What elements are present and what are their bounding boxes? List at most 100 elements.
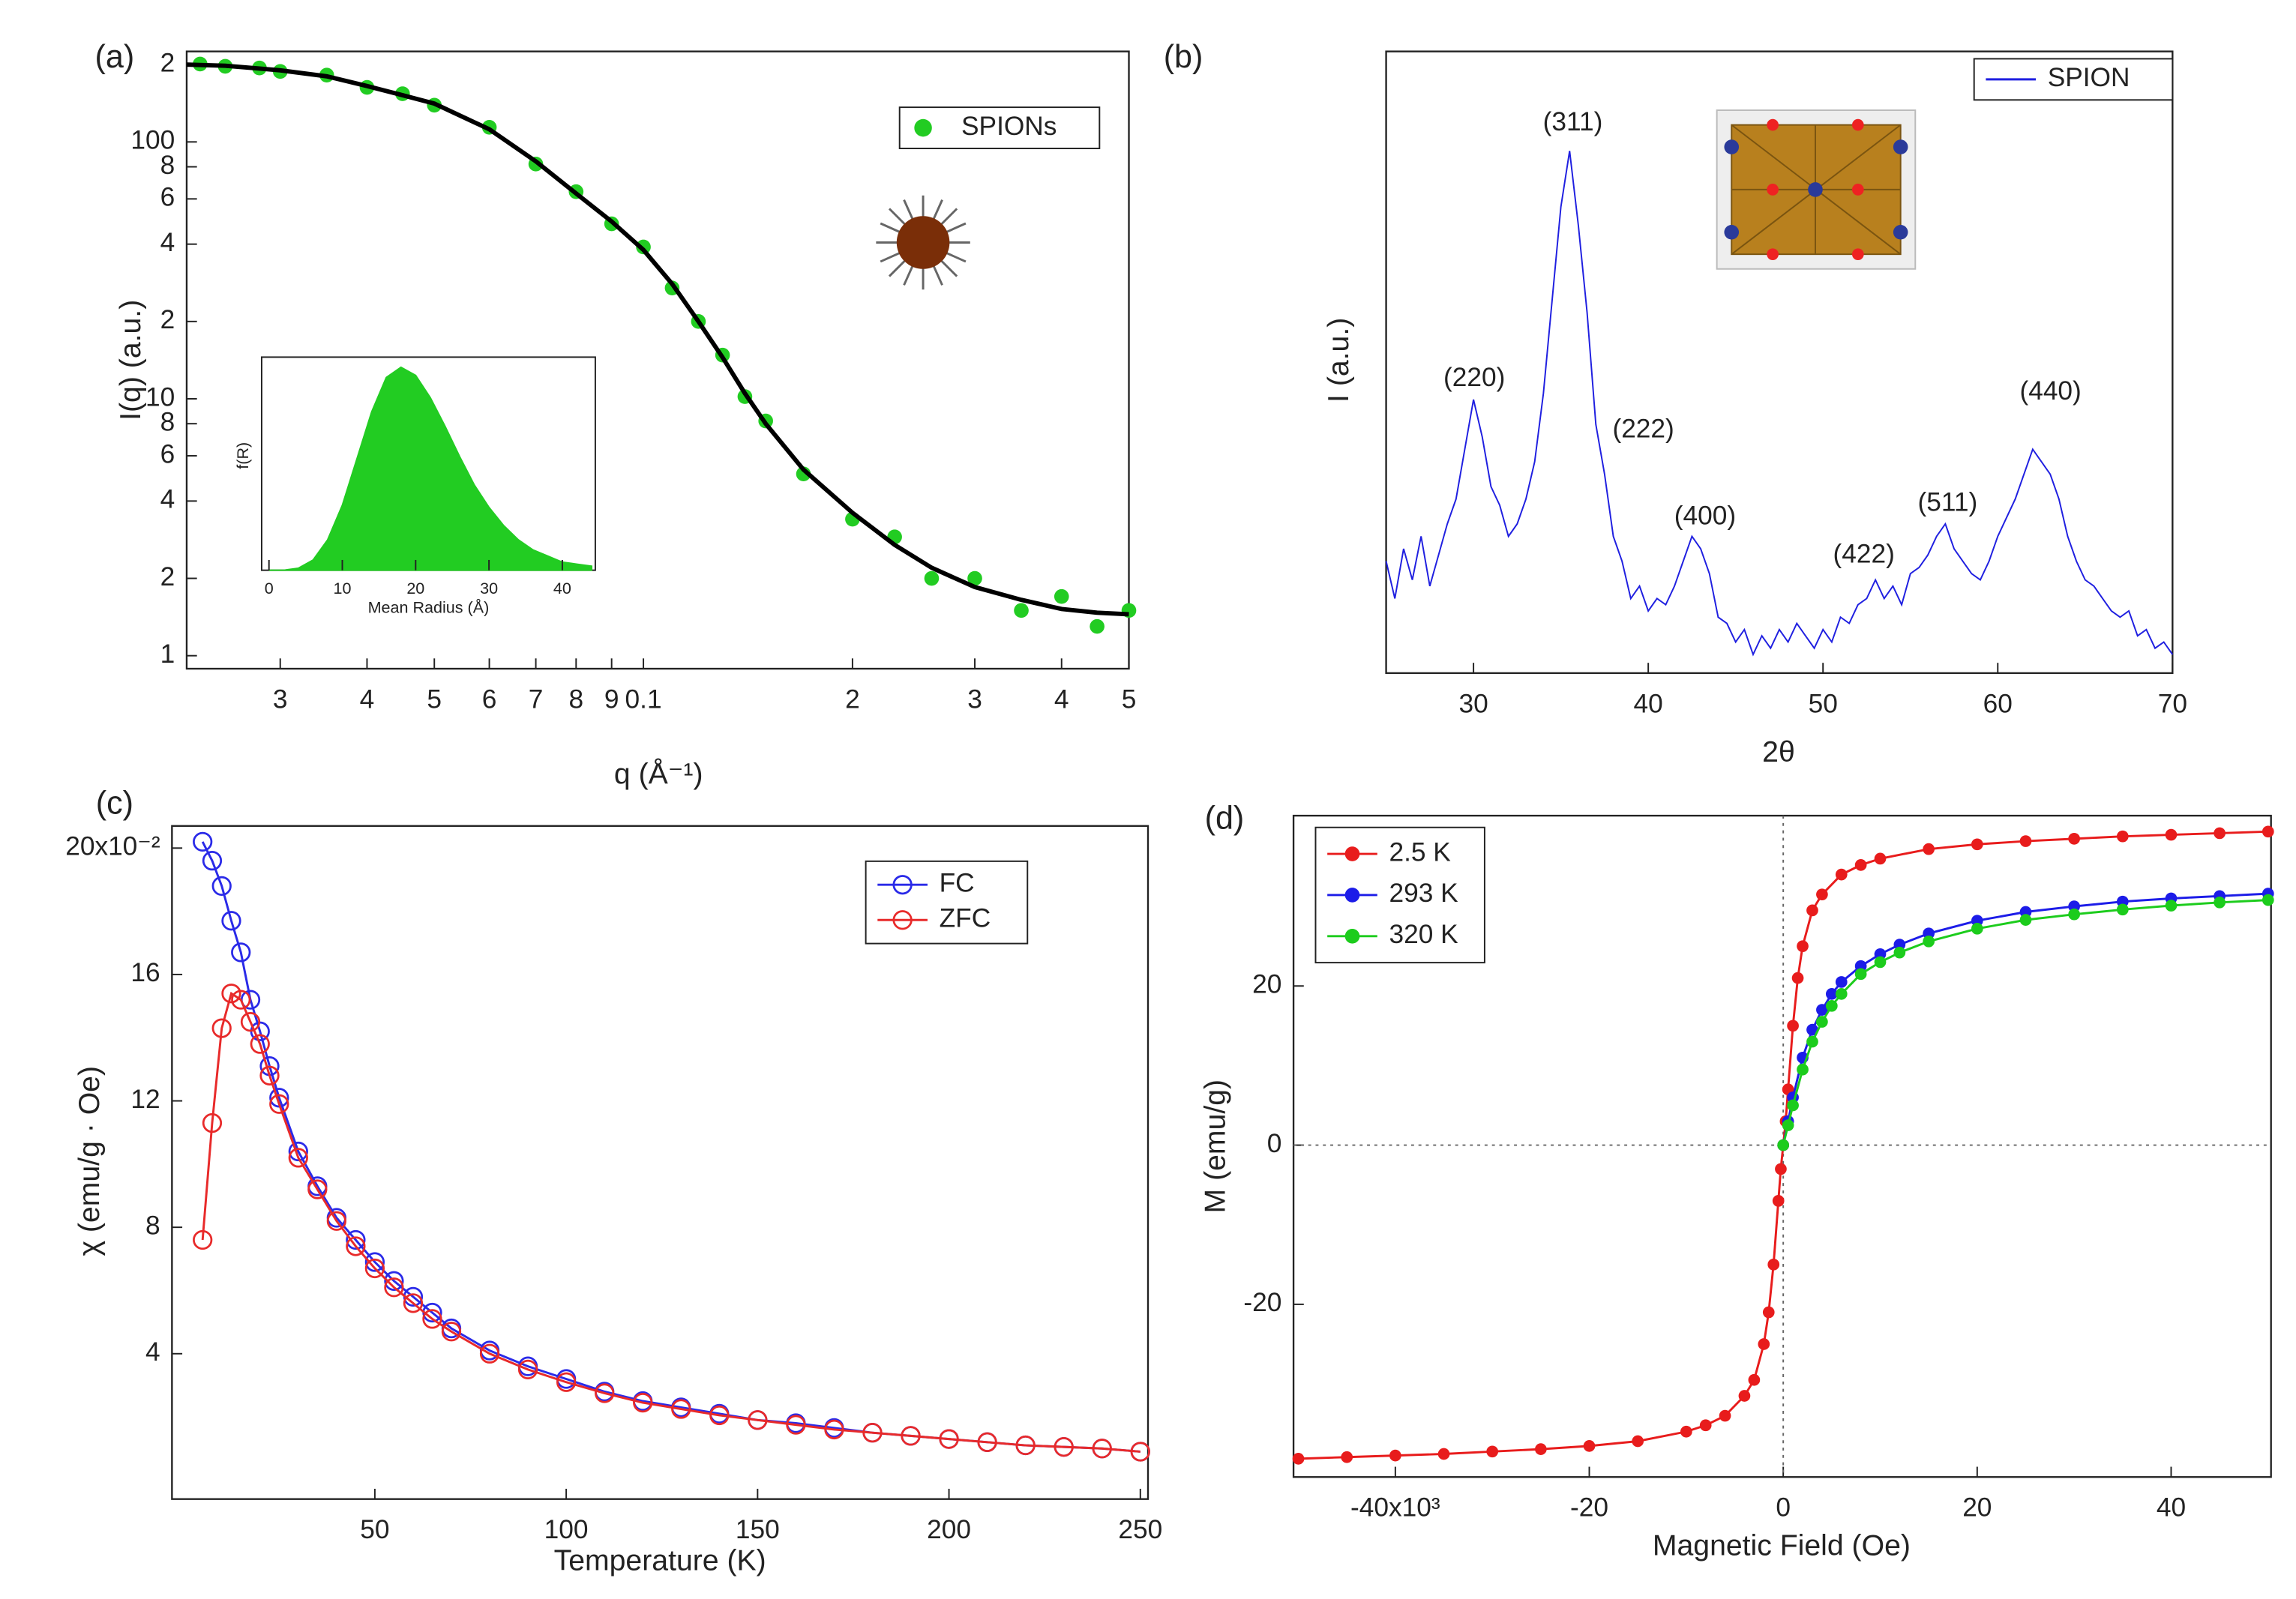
marker (1835, 976, 1848, 988)
marker (1816, 1004, 1828, 1016)
marker (1825, 999, 1838, 1012)
data-point (1014, 603, 1029, 618)
x-tick-label: 2 (845, 684, 860, 714)
marker (2019, 835, 2032, 847)
data-point (967, 570, 982, 586)
x-tick-label: 5 (1122, 684, 1137, 714)
marker (403, 1293, 424, 1313)
marker (1680, 1425, 1692, 1438)
marker (2262, 894, 2274, 906)
series-line (1782, 892, 2268, 1145)
marker (939, 1429, 959, 1449)
marker (1777, 1139, 1790, 1151)
y-tick-label: 100 (130, 126, 175, 155)
marker (1583, 1440, 1596, 1452)
marker (231, 942, 251, 963)
legend-label: 293 K (1389, 879, 1458, 908)
x-tick-label: 5 (427, 684, 442, 714)
marker (1341, 1451, 1353, 1463)
plot-frame (1292, 814, 2272, 1478)
marker (2214, 896, 2226, 909)
marker (517, 1359, 538, 1379)
x-tick-label: 250 (1118, 1515, 1162, 1544)
marker (595, 1383, 615, 1403)
marker (364, 1252, 385, 1272)
series-line (1385, 151, 2174, 657)
marker (2068, 833, 2080, 845)
legend-label: FC (940, 869, 975, 898)
plot-frame (1385, 50, 2174, 675)
legend-marker (1344, 888, 1360, 903)
marker (1874, 956, 1887, 969)
marker (1854, 859, 1867, 871)
y-tick-label: 8 (160, 151, 175, 180)
x-tick-label: 0.1 (625, 684, 662, 714)
marker (862, 1423, 883, 1443)
y-tick-label: 8 (145, 1211, 160, 1240)
inset-y-label: f(R) (233, 442, 252, 469)
marker (1762, 1306, 1775, 1319)
marker (1015, 1435, 1036, 1456)
marker (901, 1426, 921, 1446)
marker (1389, 1449, 1401, 1462)
marker (2019, 914, 2032, 926)
marker (269, 1094, 289, 1114)
marker (1748, 1373, 1761, 1386)
marker (1835, 988, 1848, 1000)
x-tick-label: 30 (1458, 689, 1488, 718)
marker (202, 1112, 223, 1133)
x-tick-label: 40 (553, 579, 571, 597)
marker (364, 1258, 385, 1279)
x-tick-label: 30 (480, 579, 498, 597)
y-tick-label: 2 (160, 305, 175, 334)
marker (2214, 827, 2226, 840)
x-tick-label: 8 (568, 684, 583, 714)
marker (977, 1432, 997, 1452)
legend-marker (1344, 846, 1360, 861)
x-tick-label: 0 (265, 579, 274, 597)
x-tick-label: 50 (360, 1515, 389, 1544)
x-axis-label: Temperature (K) (554, 1544, 766, 1577)
y-tick-label: 16 (130, 958, 160, 987)
marker (1772, 1195, 1785, 1207)
panel-label: (a) (95, 39, 135, 75)
x-tick-label: 3 (967, 684, 982, 714)
y-axis-label: M (emu/g) (1199, 1079, 1231, 1214)
marker (1775, 1163, 1787, 1175)
x-axis-label: q (Å⁻¹) (614, 757, 703, 790)
marker (307, 1179, 328, 1199)
peak-annotation: (422) (1833, 539, 1895, 568)
marker (193, 831, 213, 852)
marker (1874, 852, 1887, 865)
panel-label: (c) (96, 786, 133, 822)
x-tick-label: 60 (1983, 689, 2013, 718)
marker (346, 1236, 366, 1256)
x-tick-label: 100 (544, 1515, 589, 1544)
marker (1797, 940, 1809, 953)
marker (1292, 1453, 1305, 1465)
y-tick-label: 4 (145, 1337, 160, 1367)
y-tick-label: 6 (160, 183, 175, 212)
marker (288, 1148, 308, 1168)
marker (1437, 1448, 1450, 1460)
marker (288, 1141, 308, 1162)
marker (441, 1322, 462, 1342)
marker (1791, 972, 1804, 984)
legend-box (865, 860, 1029, 945)
y-tick-label: 20 (1252, 970, 1281, 999)
peak-annotation: (311) (1543, 107, 1603, 136)
legend-label: SPIONs (961, 112, 1057, 141)
legend-label: SPION (2048, 63, 2130, 92)
plot-frame (171, 825, 1149, 1500)
data-point (1090, 618, 1105, 634)
marker (1787, 1099, 1799, 1112)
marker (1782, 1119, 1794, 1131)
legend-label: ZFC (940, 904, 991, 933)
x-tick-label: 150 (736, 1515, 780, 1544)
marker (1797, 1063, 1809, 1076)
data-point (924, 570, 940, 586)
y-tick-label: 0 (1267, 1129, 1282, 1158)
marker (1923, 935, 1935, 948)
x-tick-label: 0 (1776, 1493, 1791, 1523)
